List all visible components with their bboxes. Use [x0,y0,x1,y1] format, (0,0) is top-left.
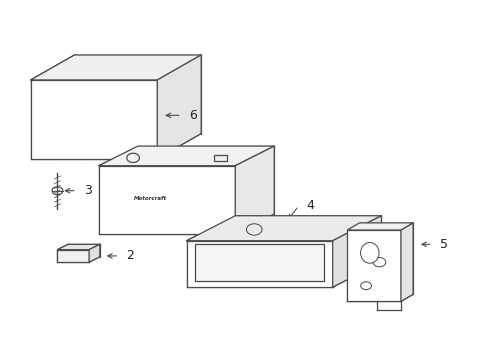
FancyBboxPatch shape [214,155,227,161]
Polygon shape [187,241,333,287]
Polygon shape [187,216,381,241]
Polygon shape [99,166,235,234]
Text: 2: 2 [126,249,134,262]
Text: 3: 3 [84,184,92,197]
Text: 4: 4 [306,199,314,212]
Polygon shape [347,230,401,301]
Text: 6: 6 [189,109,197,122]
Polygon shape [30,55,201,80]
Polygon shape [57,249,89,262]
Text: 5: 5 [440,238,448,251]
Polygon shape [347,223,413,230]
Polygon shape [401,223,413,301]
Polygon shape [99,146,274,166]
Polygon shape [235,146,274,234]
Polygon shape [89,244,100,262]
Polygon shape [157,55,201,158]
Text: 1: 1 [267,193,275,206]
Text: Motorcraft: Motorcraft [134,196,167,201]
Polygon shape [30,80,157,158]
Polygon shape [196,244,324,281]
Polygon shape [57,244,100,249]
Polygon shape [333,216,381,287]
Ellipse shape [361,243,379,263]
